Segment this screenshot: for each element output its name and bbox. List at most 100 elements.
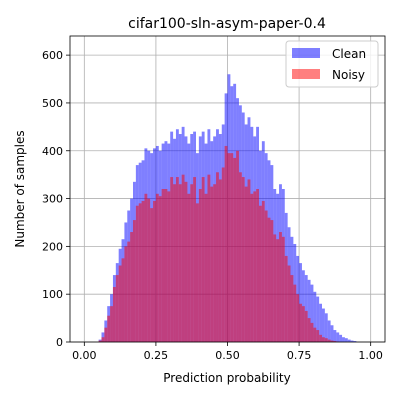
noisy-bar [124,246,128,342]
clean-bar [347,339,351,342]
noisy-bar [227,153,231,342]
noisy-bar [115,275,119,342]
noisy-bar [155,193,159,342]
noisy-bar [118,265,122,342]
noisy-bar [233,157,237,342]
noisy-bar [256,189,259,342]
noisy-bar [150,208,154,342]
noisy-bar [244,186,248,342]
clean-bar [339,334,343,342]
x-tick-label: 1.00 [358,349,383,362]
noisy-bar [324,338,328,342]
noisy-bar [213,184,217,342]
noisy-bar [290,275,294,342]
y-tick-label: 100 [42,288,63,301]
noisy-bar [204,193,208,342]
noisy-bar [198,189,202,342]
noisy-bar [304,310,308,342]
y-axis: 0 100 200 300 400 500 600 [42,49,70,349]
noisy-bar [313,327,317,342]
noisy-bar [193,177,196,342]
noisy-bar [130,232,133,342]
noisy-bar [161,189,165,342]
noisy-bar [112,287,116,342]
noisy-bar [327,339,331,342]
noisy-bar [121,258,125,342]
noisy-bar [279,232,282,342]
noisy-bar [264,210,268,342]
legend: Clean Noisy [285,40,379,88]
legend-label-clean: Clean [332,47,366,61]
noisy-bar [238,172,242,342]
noisy-bar [216,172,219,342]
y-tick-label: 500 [42,97,63,110]
clean-bar [333,330,337,342]
noisy-bar [173,184,176,342]
legend-swatch-noisy [292,69,320,79]
noisy-bar [293,284,297,342]
clean-bar [353,341,357,342]
y-tick-label: 600 [42,49,63,62]
noisy-bar [127,241,131,342]
noisy-bar [138,203,142,342]
noisy-bar [299,303,302,342]
noisy-bar [261,200,265,342]
noisy-bar [301,306,305,342]
legend-swatch-clean [292,48,320,58]
clean-bar [319,303,322,342]
clean-bar [299,263,302,342]
noisy-bar [284,255,288,342]
y-tick-label: 200 [42,240,63,253]
noisy-bar [135,205,139,342]
noisy-bar [107,315,111,342]
noisy-bar [236,150,239,342]
noisy-bar [276,239,280,342]
noisy-bar [333,341,337,342]
noisy-bar [281,236,285,342]
clean-bar [316,296,320,342]
noisy-bar [170,177,174,342]
clean-bar [342,337,345,342]
noisy-bar [196,203,199,342]
noisy-bar [267,217,271,342]
x-axis-label: Prediction probability [163,371,290,385]
noisy-bar [153,200,156,342]
y-tick-label: 400 [42,145,63,158]
noisy-bar [133,220,136,342]
clean-bar [324,313,328,342]
x-tick-label: 0.00 [72,349,97,362]
noisy-bar [201,177,205,342]
noisy-bar [259,205,262,342]
noisy-bar [190,184,194,342]
x-axis: 0.00 0.25 0.50 0.75 1.00 [72,342,383,362]
noisy-bar [98,340,102,342]
noisy-bar [247,179,251,342]
y-axis-label: Number of samples [13,130,27,247]
noisy-bar [221,167,225,342]
noisy-bar [241,177,245,342]
noisy-bar [207,174,211,342]
noisy-bar [307,318,311,342]
noisy-bar [273,234,277,342]
noisy-bar [319,334,322,342]
clean-bar [307,279,311,342]
legend-label-noisy: Noisy [332,68,365,82]
noisy-bar [322,337,325,342]
noisy-bar [110,306,113,342]
noisy-bar [253,191,257,342]
noisy-bar [141,200,145,342]
noisy-bar [218,179,222,342]
noisy-bar [101,337,105,342]
noisy-bar [287,265,291,342]
noisy-bar [330,340,334,342]
noisy-bar [224,145,228,342]
y-tick-label: 300 [42,193,63,206]
noisy-bar [316,330,320,342]
y-tick-label: 0 [56,336,63,349]
clean-bar [322,308,325,342]
clean-bar [304,275,308,342]
noisy-bar [147,198,151,342]
clean-bar [344,338,348,342]
x-tick-label: 0.50 [215,349,240,362]
